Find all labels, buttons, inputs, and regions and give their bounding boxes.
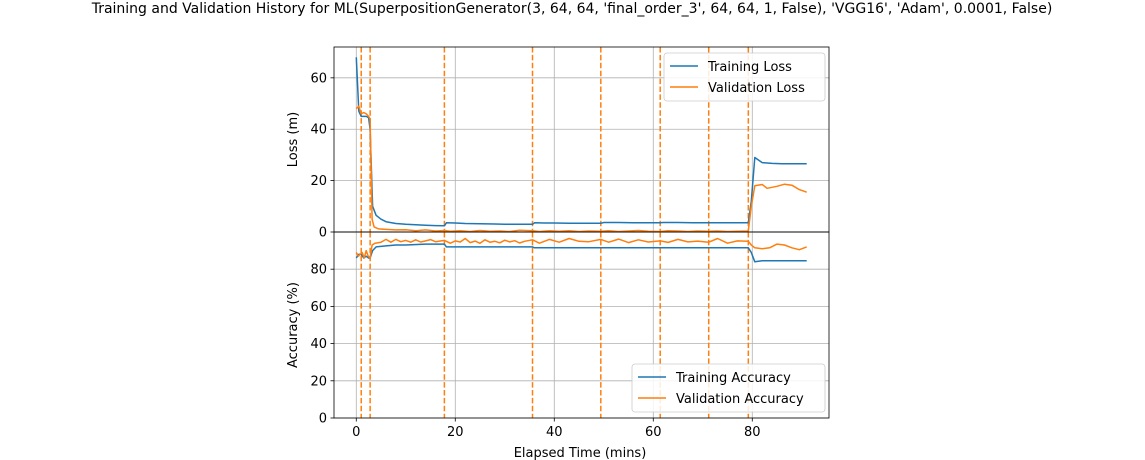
x-ticks: 0 20 40 60 80	[352, 418, 761, 440]
loss-y-ticks: 0 20 40 60	[310, 71, 334, 241]
loss-event-lines	[360, 47, 750, 232]
training-accuracy-line	[355, 243, 807, 263]
accuracy-y-axis-label: Accuracy (%)	[286, 282, 301, 368]
y-tick-label: 0	[319, 226, 327, 241]
x-tick-label: 0	[352, 425, 360, 440]
y-tick-label: 40	[310, 337, 327, 352]
loss-panel: 0 20 40 60 Loss (m) Training Loss Validation…	[286, 46, 830, 241]
validation-accuracy-line	[355, 237, 807, 259]
x-tick-label: 80	[744, 425, 761, 440]
legend-box	[663, 52, 826, 102]
validation-loss-legend-label: Validation Loss	[708, 81, 805, 96]
accuracy-y-ticks: 0 20 40 60 80	[310, 263, 334, 427]
training-accuracy-legend-label: Training Accuracy	[675, 371, 791, 386]
training-loss-legend-label: Training Loss	[707, 60, 792, 75]
loss-legend: Training Loss Validation Loss	[663, 52, 826, 102]
x-tick-label: 60	[645, 425, 662, 440]
accuracy-axes-frame	[333, 231, 830, 419]
x-tick-label: 20	[447, 425, 464, 440]
y-tick-label: 80	[310, 263, 327, 278]
accuracy-series	[355, 237, 807, 263]
chart-title: Training and Validation History for ML(S…	[91, 1, 1053, 17]
y-tick-label: 0	[319, 412, 327, 427]
y-tick-label: 60	[310, 300, 327, 315]
y-tick-label: 60	[310, 71, 327, 86]
loss-series	[355, 57, 807, 233]
validation-loss-line	[355, 105, 807, 233]
accuracy-legend: Training Accuracy Validation Accuracy	[631, 363, 826, 413]
training-loss-line	[355, 57, 807, 227]
accuracy-panel: 0 20 40 60 80 Accuracy (%) Training Accuracy…	[286, 231, 830, 427]
y-tick-label: 20	[310, 174, 327, 189]
loss-y-axis-label: Loss (m)	[286, 112, 301, 167]
y-tick-label: 20	[310, 374, 327, 389]
x-tick-label: 40	[546, 425, 563, 440]
x-axis-label: Elapsed Time (mins)	[514, 446, 647, 460]
y-tick-label: 40	[310, 123, 327, 138]
legend-box	[631, 363, 826, 413]
validation-accuracy-legend-label: Validation Accuracy	[676, 392, 804, 407]
